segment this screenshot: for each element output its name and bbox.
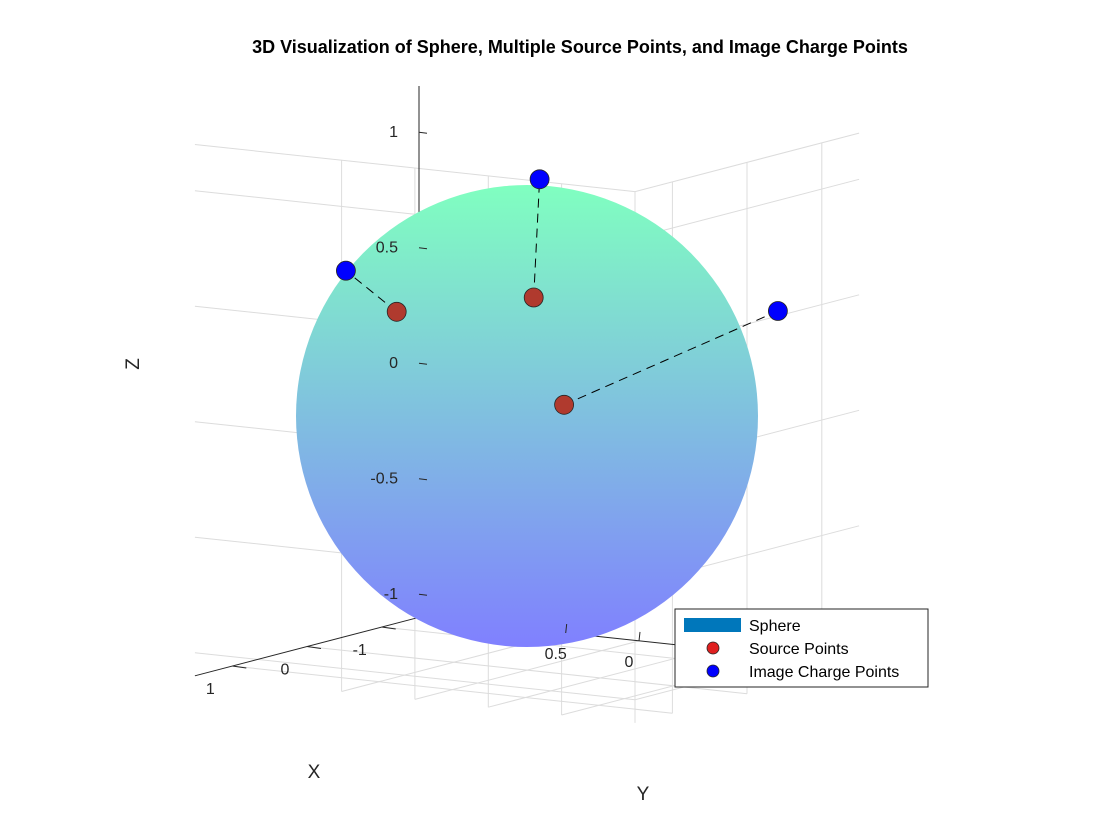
legend-source-label: Source Points bbox=[749, 641, 849, 658]
z-tick-mark bbox=[418, 131, 428, 134]
z-tick-mark bbox=[418, 593, 428, 596]
z-tick-mark bbox=[418, 362, 428, 365]
z-tick-mark bbox=[418, 478, 428, 481]
x-axis-label: X bbox=[308, 762, 321, 783]
image-charge-point bbox=[335, 260, 356, 281]
x-tick-label: 0 bbox=[281, 662, 290, 679]
z-tick-mark bbox=[418, 247, 428, 250]
x-tick-label: 1 bbox=[206, 681, 215, 698]
legend-image-marker bbox=[706, 664, 720, 678]
dashed-link bbox=[563, 310, 779, 406]
legend-sphere-swatch bbox=[684, 618, 741, 632]
dashed-link bbox=[345, 270, 398, 313]
legend-sphere-label: Sphere bbox=[749, 618, 801, 635]
x-tick-label: -1 bbox=[353, 642, 367, 659]
y-axis-label: Y bbox=[637, 784, 650, 805]
box-edge bbox=[634, 132, 860, 193]
legend-image-label: Image Charge Points bbox=[749, 664, 899, 681]
data-points bbox=[335, 169, 788, 415]
source-point bbox=[386, 301, 407, 322]
z-axis-label: Z bbox=[123, 358, 144, 370]
source-image-links bbox=[345, 179, 779, 406]
y-tick-label: 0 bbox=[625, 654, 634, 671]
grid-line-side-z bbox=[634, 178, 860, 239]
z-tick-label: -1 bbox=[384, 586, 398, 603]
legend: Sphere Source Points Image Charge Points bbox=[674, 608, 929, 688]
x-tick-mark bbox=[232, 665, 247, 669]
source-point bbox=[523, 287, 544, 308]
sphere-surface bbox=[296, 185, 758, 647]
x-tick-mark bbox=[306, 646, 322, 649]
x-tick-mark bbox=[381, 626, 396, 630]
image-charge-point bbox=[529, 169, 550, 190]
dashed-link bbox=[533, 179, 541, 298]
y-tick-mark bbox=[638, 631, 641, 641]
grid-line-back-z bbox=[194, 652, 636, 701]
z-tick-label: -0.5 bbox=[370, 471, 398, 488]
z-tick-label: 1 bbox=[389, 124, 398, 141]
image-charge-point bbox=[768, 301, 788, 321]
box-edge bbox=[194, 144, 636, 193]
grid-line-floor-y bbox=[414, 640, 640, 700]
source-point bbox=[554, 394, 574, 415]
z-tick-label: 0 bbox=[389, 355, 398, 372]
legend-source-marker bbox=[706, 641, 720, 655]
chart-title: 3D Visualization of Sphere, Multiple Sou… bbox=[252, 37, 908, 57]
x-axis-line bbox=[194, 616, 420, 677]
y-tick-label: 0.5 bbox=[545, 646, 567, 663]
y-tick-mark bbox=[565, 623, 568, 634]
z-tick-label: 0.5 bbox=[376, 240, 398, 257]
